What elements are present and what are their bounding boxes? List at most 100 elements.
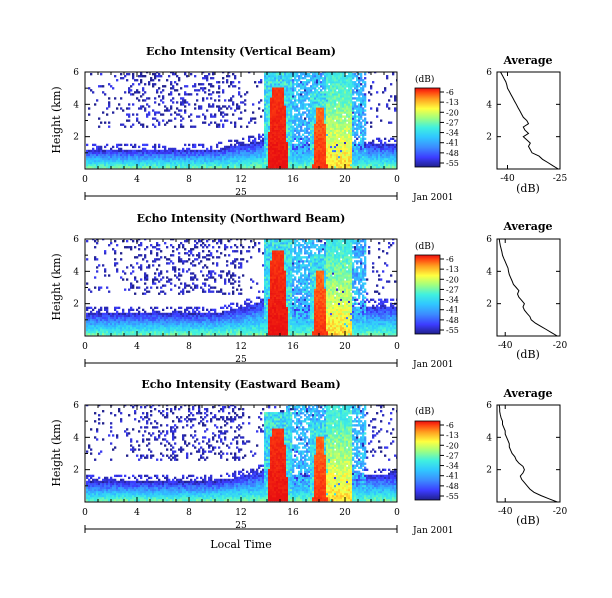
heatmap-cell: [210, 113, 213, 116]
heatmap-cell: [316, 165, 319, 169]
heatmap-cell: [248, 157, 251, 161]
heatmap-cell: [154, 73, 157, 76]
heatmap-cell: [128, 103, 131, 106]
heatmap-cell: [170, 87, 173, 90]
heatmap-cell: [350, 113, 353, 116]
heatmap-cell: [162, 159, 165, 163]
heatmap-cell: [302, 87, 305, 90]
heatmap-cell: [296, 127, 299, 130]
heatmap-cell: [222, 123, 225, 126]
heatmap-cell: [130, 155, 133, 159]
heatmap-cell: [126, 332, 129, 336]
heatmap-cell: [116, 312, 119, 316]
heatmap-cell: [178, 258, 181, 261]
heatmap-cell: [310, 127, 313, 130]
heatmap-cell: [344, 89, 347, 92]
heatmap-cell: [284, 145, 287, 149]
heatmap-cell: [210, 83, 213, 86]
heatmap-cell: [162, 113, 165, 116]
heatmap-cell: [156, 278, 159, 281]
heatmap-cell: [206, 151, 209, 155]
heatmap-cell: [312, 155, 315, 159]
heatmap-cell: [104, 163, 107, 167]
heatmap-cell: [328, 95, 331, 98]
heatmap-cell: [300, 157, 303, 161]
heatmap-cell: [346, 153, 349, 157]
heatmap-cell: [200, 151, 203, 155]
heatmap-cell: [320, 119, 323, 122]
heatmap-cell: [378, 139, 381, 143]
heatmap-cell: [312, 145, 315, 149]
heatmap-cell: [320, 83, 323, 86]
heatmap-cell: [386, 153, 389, 157]
heatmap-cell: [394, 163, 397, 167]
heatmap-cell: [354, 105, 357, 108]
heatmap-cell: [166, 316, 169, 320]
heatmap-cell: [206, 97, 209, 100]
heatmap-cell: [334, 99, 337, 102]
heatmap-cell: [386, 157, 389, 161]
heatmap-cell: [372, 159, 375, 163]
heatmap-cell: [228, 99, 231, 102]
heatmap-cell: [320, 135, 323, 138]
heatmap-cell: [168, 155, 171, 159]
heatmap-cell: [290, 155, 293, 159]
heatmap-cell: [106, 143, 109, 147]
heatmap-cell: [220, 165, 223, 169]
heatmap-cell: [296, 147, 299, 151]
heatmap-cell: [156, 306, 159, 310]
heatmap-cell: [290, 87, 293, 90]
heatmap-cell: [282, 72, 285, 74]
heatmap-cell: [356, 119, 359, 122]
heatmap-cell: [354, 111, 357, 114]
heatmap-cell: [144, 254, 147, 257]
heatmap-cell: [372, 161, 375, 165]
heatmap-cell: [176, 322, 179, 326]
heatmap-cell: [318, 109, 321, 112]
heatmap-cell: [328, 165, 331, 169]
heatmap-cell: [264, 157, 267, 161]
heatmap-cell: [312, 127, 315, 130]
heatmap-cell: [254, 157, 257, 161]
heatmap-cell: [292, 97, 295, 100]
heatmap-cell: [202, 97, 205, 100]
heatmap-cell: [290, 151, 293, 155]
heatmap-cell: [274, 101, 277, 104]
heatmap-cell: [342, 129, 345, 132]
heatmap-cell: [284, 113, 287, 116]
heatmap-cell: [320, 143, 323, 147]
heatmap-cell: [182, 328, 185, 332]
heatmap-cell: [250, 163, 253, 167]
heatmap-cell: [376, 157, 379, 161]
heatmap-cell: [314, 93, 317, 96]
heatmap-cell: [118, 316, 121, 320]
heatmap-cell: [214, 159, 217, 163]
heatmap-cell: [272, 143, 275, 147]
heatmap-cell: [218, 125, 221, 128]
heatmap-cell: [86, 282, 89, 285]
heatmap-cell: [338, 131, 341, 134]
heatmap-cell: [316, 75, 319, 78]
heatmap-cell: [176, 330, 179, 334]
heatmap-cell: [362, 95, 365, 98]
heatmap-cell: [204, 161, 207, 165]
heatmap-cell: [278, 101, 281, 104]
heatmap-cell: [364, 147, 367, 151]
heatmap-cell: [350, 89, 353, 92]
heatmap-cell: [254, 153, 257, 157]
heatmap-cell: [358, 125, 361, 128]
heatmap-cell: [358, 79, 361, 82]
heatmap-cell: [252, 103, 255, 106]
heatmap-cell: [218, 141, 221, 145]
heatmap-cell: [120, 159, 123, 163]
heatmap-cell: [270, 93, 273, 96]
heatmap-cell: [194, 155, 197, 159]
heatmap-cell: [230, 81, 233, 84]
heatmap-cell: [322, 85, 325, 88]
heatmap-cell: [320, 113, 323, 116]
heatmap-cell: [310, 107, 313, 110]
heatmap-cell: [176, 165, 179, 169]
heatmap-cell: [288, 99, 291, 102]
heatmap-cell: [314, 89, 317, 92]
heatmap-cell: [330, 113, 333, 116]
